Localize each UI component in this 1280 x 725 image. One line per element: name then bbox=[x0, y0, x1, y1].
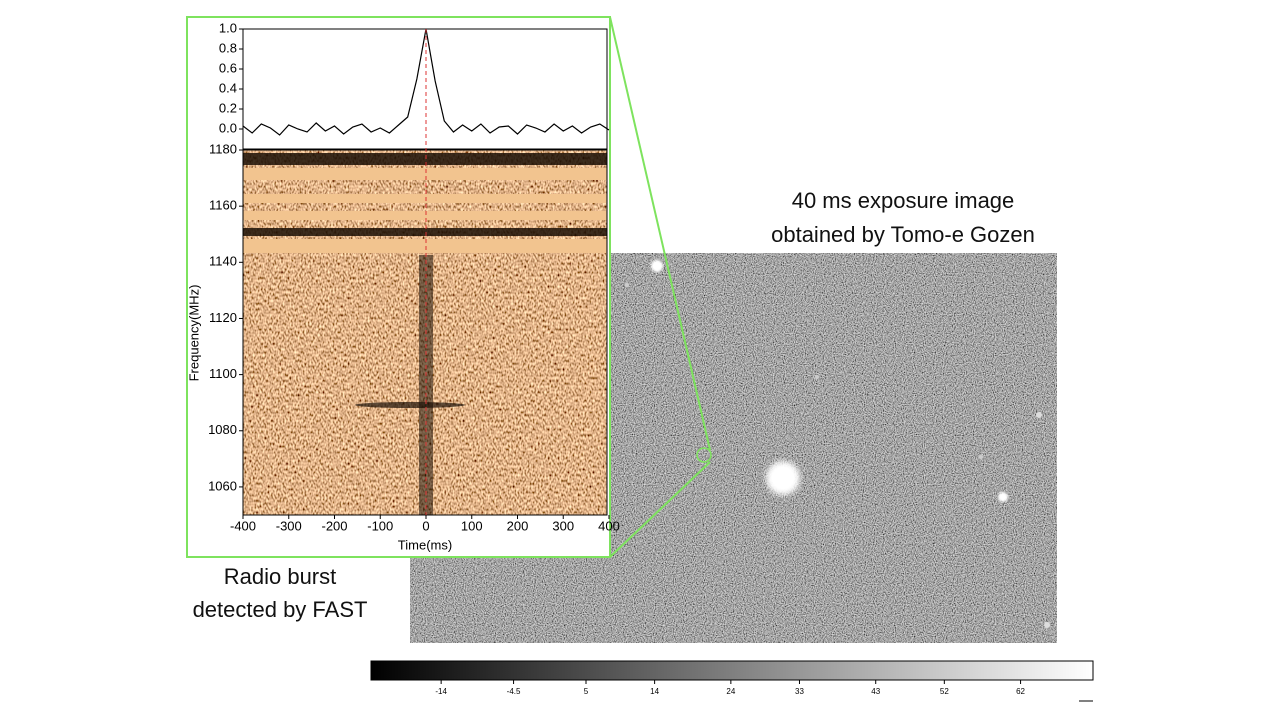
y-tick-label: 1120 bbox=[209, 310, 237, 325]
x-tick-label: 100 bbox=[461, 518, 483, 533]
x-axis-label: Time(ms) bbox=[398, 537, 452, 552]
x-tick-label: -200 bbox=[321, 518, 347, 533]
colorbar-tick-label: 33 bbox=[795, 687, 804, 696]
colorbar-tick-label: 52 bbox=[940, 687, 949, 696]
y-tick-label: 1140 bbox=[209, 254, 237, 269]
spectrum-frame bbox=[242, 149, 608, 516]
colorbar-tick-label: 62 bbox=[1016, 687, 1025, 696]
colorbar bbox=[370, 660, 1094, 681]
y-tick-label: 0.0 bbox=[219, 120, 237, 135]
x-tick-label: -400 bbox=[230, 518, 256, 533]
y-tick-label: 1180 bbox=[209, 141, 237, 156]
y-tick-label: 1160 bbox=[209, 198, 237, 213]
caption: Radio burst bbox=[224, 564, 337, 589]
y-tick-label: 1.0 bbox=[219, 20, 237, 35]
x-tick-label: 0 bbox=[422, 518, 429, 533]
y-tick-label: 1080 bbox=[208, 422, 237, 437]
source-circle bbox=[696, 447, 712, 463]
x-tick-label: 200 bbox=[507, 518, 529, 533]
y-tick-label: 1100 bbox=[209, 366, 237, 381]
colorbar-tick-label: -4.5 bbox=[507, 687, 521, 696]
caption: obtained by Tomo-e Gozen bbox=[771, 222, 1035, 247]
caption: 40 ms exposure image bbox=[792, 188, 1015, 213]
y-tick-label: 1060 bbox=[208, 478, 237, 493]
y-tick-label: 0.4 bbox=[219, 80, 237, 95]
caption: detected by FAST bbox=[193, 597, 368, 622]
x-tick-label: -100 bbox=[367, 518, 393, 533]
colorbar-tick-label: -14 bbox=[435, 687, 447, 696]
y-tick-label: 0.2 bbox=[219, 100, 237, 115]
colorbar-tick-label: 5 bbox=[584, 687, 589, 696]
zoom-line bbox=[609, 16, 711, 451]
colorbar-tick-label: 14 bbox=[650, 687, 659, 696]
x-tick-label: 300 bbox=[552, 518, 574, 533]
y-tick-label: 0.8 bbox=[219, 40, 237, 55]
y-tick-label: 0.6 bbox=[219, 60, 237, 75]
dynamic-spectrum bbox=[243, 150, 607, 515]
zoom-line bbox=[609, 461, 711, 558]
colorbar-tick-label: 24 bbox=[726, 687, 735, 696]
x-tick-label: 400 bbox=[598, 518, 620, 533]
colorbar-tick-label: 43 bbox=[871, 687, 880, 696]
x-tick-label: -300 bbox=[276, 518, 302, 533]
y-axis-label: Frequency(MHz) bbox=[186, 285, 201, 382]
